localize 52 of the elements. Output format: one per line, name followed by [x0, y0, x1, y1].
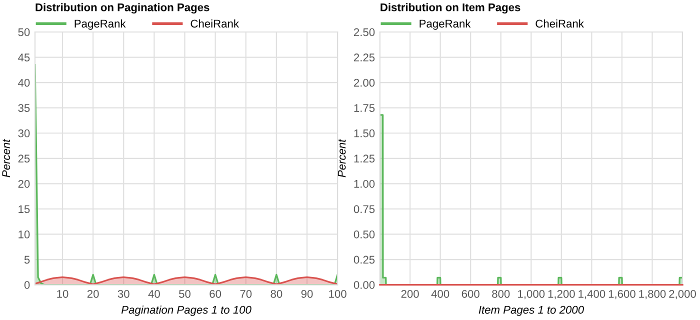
- y-tick-label: 0.25: [354, 256, 375, 264]
- y-tick-label: 15: [18, 205, 30, 214]
- y-tick-label: 1.50: [354, 129, 375, 138]
- y-tick-label: 0.50: [354, 230, 375, 238]
- y-tick-label: 40: [18, 78, 30, 87]
- x-tick-label: 70: [240, 290, 252, 298]
- y-tick-label: 20: [18, 180, 30, 188]
- x-tick-label: 60: [210, 290, 222, 298]
- x-tick-label: 1,600: [608, 290, 636, 300]
- y-tick-label: 10: [18, 230, 30, 238]
- y-tick-label: 50: [18, 28, 30, 36]
- x-tick-label: 1,000: [518, 290, 545, 300]
- y-tick-label: 2.50: [354, 28, 375, 36]
- chart-title: Distribution on Pagination Pages: [36, 3, 210, 14]
- y-tick-label: 1.75: [354, 104, 375, 112]
- x-tick-label: 90: [301, 290, 313, 298]
- x-tick-label: 20: [87, 290, 99, 298]
- x-tick-label: 1,200: [548, 290, 575, 300]
- y-tick-label: 25: [18, 154, 30, 163]
- y-tick-label: 1.00: [354, 180, 375, 188]
- y-tick-label: 2.00: [354, 78, 375, 87]
- x-tick-label: 600: [462, 290, 480, 298]
- x-tick-label: 100: [329, 290, 346, 298]
- x-tick-label: 50: [179, 290, 190, 298]
- y-tick-label: 0.75: [354, 205, 375, 214]
- x-tick-label: 2,000: [669, 290, 696, 300]
- y-tick-label: 1.25: [354, 154, 375, 163]
- y-tick-label: 30: [18, 129, 30, 138]
- x-tick-label: 400: [431, 290, 450, 298]
- y-axis-title: Percent: [2, 138, 10, 178]
- x-tick-label: 800: [492, 290, 510, 298]
- y-tick-label: 2.25: [354, 54, 375, 62]
- legend-label: PageRank: [74, 19, 126, 30]
- y-axis-title: Percent: [338, 138, 346, 178]
- chart-title: Distribution on Item Pages: [380, 3, 520, 14]
- x-tick-label: 80: [270, 290, 282, 298]
- x-tick-label: 1,400: [578, 290, 606, 300]
- x-axis-title: Pagination Pages 1 to 100: [121, 306, 252, 316]
- x-tick-label: 10: [57, 290, 68, 298]
- y-tick-label: 35: [18, 104, 30, 112]
- x-tick-label: 200: [401, 290, 419, 298]
- x-axis-title: Item Pages 1 to 2000: [478, 306, 584, 316]
- legend-label: CheiRank: [190, 19, 240, 28]
- y-tick-label: 45: [18, 54, 30, 62]
- legend-label: CheiRank: [536, 19, 584, 28]
- y-tick-label: 0.00: [354, 281, 375, 289]
- y-tick-label: 5: [24, 256, 30, 264]
- x-tick-label: 1,800: [639, 290, 666, 300]
- x-tick-label: 40: [148, 290, 160, 298]
- x-tick-label: 30: [118, 290, 130, 298]
- y-tick-label: 0: [24, 281, 30, 289]
- legend-label: PageRank: [420, 19, 471, 30]
